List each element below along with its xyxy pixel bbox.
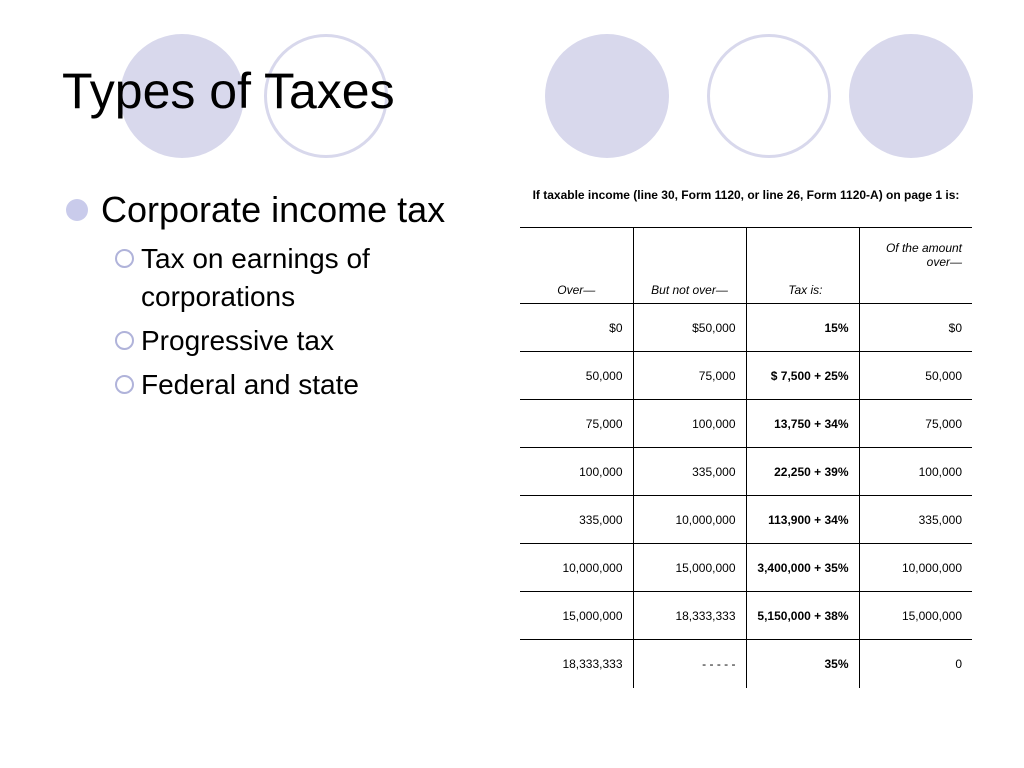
table-row: 10,000,000 15,000,000 3,400,000 + 35% 10… <box>520 543 972 592</box>
cell-but-not-over: 100,000 <box>632 399 747 448</box>
cell-over: 15,000,000 <box>520 591 634 640</box>
cell-tax-is: $ 7,500 + 25% <box>745 351 860 400</box>
cell-of-amount-over: 50,000 <box>858 351 972 400</box>
cell-but-not-over: 18,333,333 <box>632 591 747 640</box>
cell-but-not-over: 335,000 <box>632 447 747 496</box>
cell-tax-is: 35% <box>745 639 860 688</box>
ring-bullet-icon <box>115 331 134 350</box>
cell-over: 10,000,000 <box>520 543 634 592</box>
cell-over: $0 <box>520 303 634 352</box>
bullet-text: Corporate income tax <box>101 189 446 230</box>
decorative-circle-filled <box>120 34 244 158</box>
cell-but-not-over: $50,000 <box>632 303 747 352</box>
header-but-not-over: But not over— <box>632 227 747 304</box>
cell-over: 50,000 <box>520 351 634 400</box>
table-row: 75,000 100,000 13,750 + 34% 75,000 <box>520 399 972 448</box>
cell-tax-is: 22,250 + 39% <box>745 447 860 496</box>
table-row: 15,000,000 18,333,333 5,150,000 + 38% 15… <box>520 591 972 640</box>
table-caption: If taxable income (line 30, Form 1120, o… <box>532 188 960 202</box>
ring-bullet-icon <box>115 375 134 394</box>
table-row: 335,000 10,000,000 113,900 + 34% 335,000 <box>520 495 972 544</box>
cell-of-amount-over: 335,000 <box>858 495 972 544</box>
cell-tax-is: 15% <box>745 303 860 352</box>
cell-over: 100,000 <box>520 447 634 496</box>
table-row: 18,333,333 - - - - - 35% 0 <box>520 639 972 688</box>
ring-bullet-icon <box>115 249 134 268</box>
decorative-circle-filled <box>545 34 669 158</box>
header-tax-is: Tax is: <box>745 227 860 304</box>
cell-tax-is: 3,400,000 + 35% <box>745 543 860 592</box>
cell-but-not-over: 75,000 <box>632 351 747 400</box>
sub-bullet-item: Tax on earnings of corporations <box>115 240 506 316</box>
decorative-circle-ring <box>707 34 831 158</box>
cell-of-amount-over: 15,000,000 <box>858 591 972 640</box>
table-header-row: Over— But not over— Tax is: Of the amoun… <box>520 227 972 304</box>
cell-over: 18,333,333 <box>520 639 634 688</box>
cell-tax-is: 113,900 + 34% <box>745 495 860 544</box>
cell-but-not-over: 15,000,000 <box>632 543 747 592</box>
cell-tax-is: 13,750 + 34% <box>745 399 860 448</box>
header-over: Over— <box>520 227 634 304</box>
decorative-circle-ring <box>264 34 388 158</box>
tax-rate-table: Over— But not over— Tax is: Of the amoun… <box>520 227 972 688</box>
cell-of-amount-over: 0 <box>858 639 972 688</box>
cell-tax-is: 5,150,000 + 38% <box>745 591 860 640</box>
table-row: 50,000 75,000 $ 7,500 + 25% 50,000 <box>520 351 972 400</box>
cell-of-amount-over: 100,000 <box>858 447 972 496</box>
table-row: $0 $50,000 15% $0 <box>520 303 972 352</box>
sub-bullet-item: Federal and state <box>115 366 506 404</box>
bullet-item: Corporate income tax <box>66 188 506 232</box>
filled-bullet-icon <box>66 199 88 221</box>
cell-but-not-over: - - - - - <box>632 639 747 688</box>
sub-bullet-text: Progressive tax <box>141 325 334 356</box>
sub-bullet-text: Tax on earnings of corporations <box>141 243 370 312</box>
sub-bullet-item: Progressive tax <box>115 322 506 360</box>
sub-bullet-text: Federal and state <box>141 369 359 400</box>
cell-of-amount-over: 75,000 <box>858 399 972 448</box>
cell-over: 75,000 <box>520 399 634 448</box>
cell-of-amount-over: $0 <box>858 303 972 352</box>
cell-of-amount-over: 10,000,000 <box>858 543 972 592</box>
bullet-list: Corporate income tax Tax on earnings of … <box>66 188 506 404</box>
cell-but-not-over: 10,000,000 <box>632 495 747 544</box>
cell-over: 335,000 <box>520 495 634 544</box>
header-of-amount-over: Of the amount over— <box>858 227 972 304</box>
table-row: 100,000 335,000 22,250 + 39% 100,000 <box>520 447 972 496</box>
decorative-circle-filled <box>849 34 973 158</box>
slide-title: Types of Taxes <box>62 63 395 119</box>
